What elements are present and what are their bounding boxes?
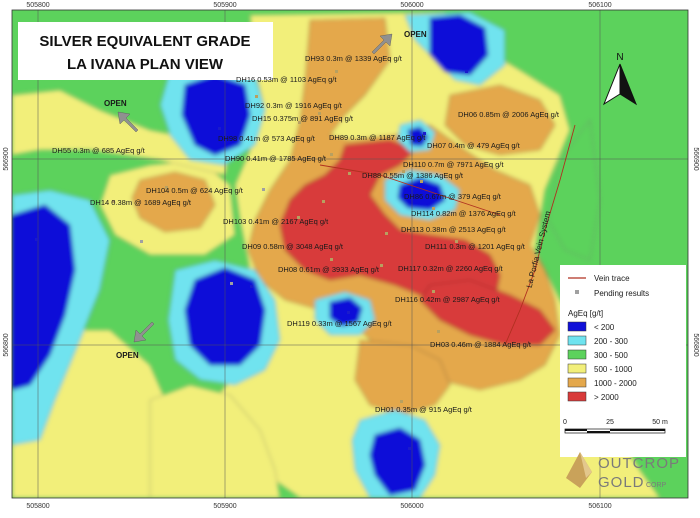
drillhole-label: DH07 0.4m @ 479 AgEq g/t (427, 141, 521, 150)
legend-title: AgEq [g/t] (568, 309, 603, 318)
drillhole-label: DH98 0.41m @ 573 AgEq g/t (218, 134, 316, 143)
legend-class-label: > 2000 (594, 393, 619, 402)
vein-traces (319, 124, 576, 346)
drillhole-label: DH114 0.82m @ 1376 AgEq g/t (411, 209, 517, 218)
drillhole-label: DH93 0.3m @ 1339 AgEq g/t (305, 54, 403, 63)
grid-label-top: 506000 (400, 2, 423, 9)
grid-label-top: 505900 (213, 2, 236, 9)
grid-label-top: 506100 (588, 2, 611, 9)
legend-class-label: 200 - 300 (594, 337, 628, 346)
drillhole-label: DH92 0.3m @ 1916 AgEq g/t (245, 101, 343, 110)
title-line-1: SILVER EQUIVALENT GRADE (39, 33, 250, 50)
grid-label-left: 566900 (3, 147, 10, 170)
drillhole-label: DH103 0.41m @ 2167 AgEq g/t (223, 217, 329, 226)
open-label: OPEN (404, 30, 427, 39)
drillhole-label: DH86 0.67m @ 379 AgEq g/t (404, 192, 502, 201)
grid-label-bottom: 505900 (213, 503, 236, 510)
scale-tick: 25 (606, 419, 614, 426)
legend-vein-trace: Vein trace (594, 274, 630, 283)
grid-label-top: 505800 (26, 2, 49, 9)
grid-label-left: 566800 (3, 333, 10, 356)
pending-markers (140, 188, 265, 285)
scale-bar: 0 25 50 m (563, 419, 668, 434)
open-arrow-ne: OPEN (371, 30, 427, 55)
legend-swatch (567, 363, 587, 374)
legend-swatch (567, 321, 587, 332)
drillhole-label: DH16 0.53m @ 1103 AgEq g/t (236, 75, 337, 84)
drillhole-label: DH03 0.46m @ 1884 AgEq g/t (430, 340, 532, 349)
drillhole-label: DH90 0.41m @ 1785 AgEq g/t (225, 154, 327, 163)
drillhole-markers (112, 70, 458, 403)
drillhole-label: DH111 0.3m @ 1201 AgEq g/t (425, 242, 526, 251)
legend-class-label: 300 - 500 (594, 351, 628, 360)
grid-label-bottom: 506100 (588, 503, 611, 510)
logo-line-2: GOLD (598, 474, 645, 491)
legend-pending: Pending results (594, 289, 649, 298)
legend-swatch (567, 391, 587, 402)
grid-label-right: 566900 (692, 147, 699, 170)
company-logo: OUTCROP GOLD CORP (566, 452, 680, 491)
svg-text:N: N (616, 52, 623, 63)
drillhole-labels: DH93 0.3m @ 1339 AgEq g/t DH16 0.53m @ 1… (52, 54, 560, 414)
drillhole-label: DH116 0.42m @ 2987 AgEq g/t (395, 295, 501, 304)
drillhole-label: DH119 0.33m @ 1567 AgEq g/t (287, 319, 393, 328)
legend-class-label: < 200 (594, 323, 615, 332)
grid-label-bottom: 505800 (26, 503, 49, 510)
legend: Vein trace Pending results AgEq [g/t] < … (560, 265, 686, 457)
grid-label-bottom: 506000 (400, 503, 423, 510)
logo-suffix: CORP (646, 482, 667, 489)
north-arrow-icon: N (602, 52, 638, 106)
logo-line-1: OUTCROP (598, 455, 680, 472)
legend-swatch (567, 335, 587, 346)
title-box: SILVER EQUIVALENT GRADE LA IVANA PLAN VI… (18, 22, 273, 80)
open-arrow-nw: OPEN (104, 99, 139, 133)
drillhole-label: DH89 0.3m @ 1187 AgEq g/t (329, 133, 426, 142)
drillhole-label: DH01 0.35m @ 915 AgEq g/t (375, 405, 473, 414)
drillhole-label: DH09 0.58m @ 3048 AgEq g/t (242, 242, 344, 251)
drillhole-label: DH15 0.375m @ 891 AgEq g/t (252, 114, 354, 123)
open-label: OPEN (104, 99, 127, 108)
drillhole-label: DH117 0.32m @ 2260 AgEq g/t (398, 264, 504, 273)
grid-label-right: 566800 (692, 333, 699, 356)
legend-class-label: 1000 - 2000 (594, 379, 637, 388)
open-arrow-sw: OPEN (116, 321, 155, 360)
drillhole-label: DH113 0.38m @ 2513 AgEq g/t (401, 225, 507, 234)
drillhole-label: DH06 0.85m @ 2006 AgEq g/t (458, 110, 560, 119)
drillhole-label: DH08 0.61m @ 3933 AgEq g/t (278, 265, 380, 274)
drillhole-label: DH14 0.38m @ 1689 AgEq g/t (90, 198, 192, 207)
drillhole-label: DH55 0.3m @ 685 AgEq g/t (52, 146, 146, 155)
scale-tick: 50 m (652, 419, 668, 426)
scale-tick: 0 (563, 419, 567, 426)
grade-contour-map (12, 10, 688, 498)
legend-class-label: 500 - 1000 (594, 365, 633, 374)
drillhole-label: DH104 0.5m @ 624 AgEq g/t (146, 186, 244, 195)
legend-swatch (567, 349, 587, 360)
drillhole-label: DH88 0.55m @ 1386 AgEq g/t (362, 171, 464, 180)
grid-labels: 505800 505900 506000 506100 505800 50590… (3, 2, 699, 510)
open-label: OPEN (116, 351, 139, 360)
blue-markers (35, 70, 468, 450)
drillhole-label: DH110 0.7m @ 7971 AgEq g/t (403, 160, 504, 169)
legend-swatch (567, 377, 587, 388)
title-line-2: LA IVANA PLAN VIEW (67, 56, 224, 73)
